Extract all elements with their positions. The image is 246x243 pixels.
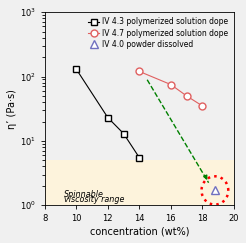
X-axis label: concentration (wt%): concentration (wt%) (90, 226, 189, 236)
Text: Spinnable: Spinnable (64, 190, 104, 199)
Y-axis label: η’ (Pa·s): η’ (Pa·s) (7, 89, 17, 129)
IV 4.7 polymerized solution dope (185, 95, 188, 97)
Legend: IV 4.3 polymerized solution dope, IV 4.7 polymerized solution dope, IV 4.0 powde: IV 4.3 polymerized solution dope, IV 4.7… (86, 16, 230, 51)
IV 4.3 polymerized solution dope (138, 156, 141, 159)
IV 4.7 polymerized solution dope (138, 70, 141, 73)
IV 4.3 polymerized solution dope (75, 68, 78, 71)
IV 4.7 polymerized solution dope (169, 83, 172, 86)
Line: IV 4.3 polymerized solution dope: IV 4.3 polymerized solution dope (73, 66, 143, 161)
IV 4.3 polymerized solution dope (106, 116, 109, 119)
Bar (45, 160, 234, 205)
IV 4.3 polymerized solution dope (122, 132, 125, 135)
IV 4.7 polymerized solution dope (201, 104, 204, 107)
Line: IV 4.7 polymerized solution dope: IV 4.7 polymerized solution dope (136, 68, 206, 109)
Text: viscosity range: viscosity range (64, 195, 124, 204)
